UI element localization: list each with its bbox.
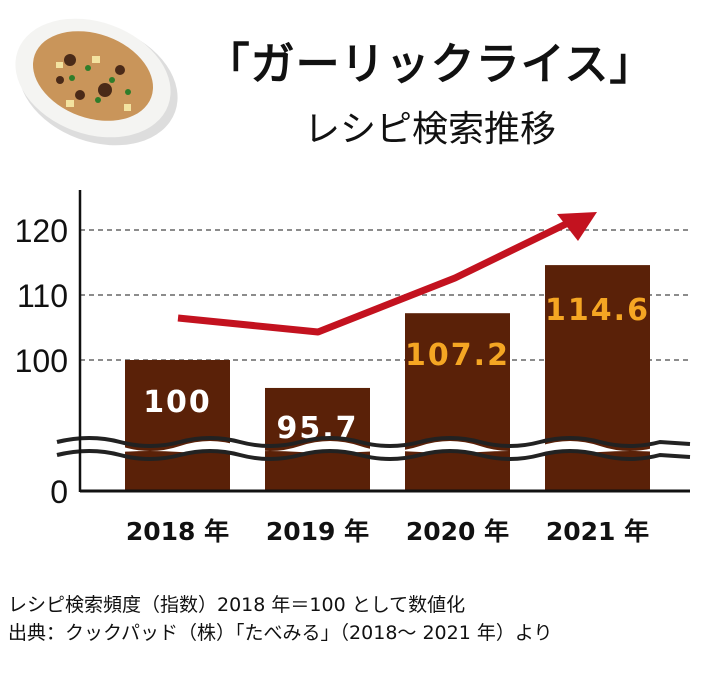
bar xyxy=(405,313,510,491)
bar-value-label: 107.2 xyxy=(405,338,510,373)
footnote-index: レシピ検索頻度（指数）2018 年＝100 として数値化 xyxy=(8,594,466,616)
bar xyxy=(125,360,230,491)
bar-value-label: 100 xyxy=(143,385,212,420)
chart-subtitle: レシピ検索推移 xyxy=(303,109,556,150)
y-tick-label: 120 xyxy=(15,213,68,249)
chart-title: 「ガーリックライス」 xyxy=(205,39,655,90)
trend-arrow-head xyxy=(557,212,597,241)
y-tick-label: 100 xyxy=(15,343,68,379)
x-tick-label: 2019 年 xyxy=(266,517,369,546)
y-tick-label: 0 xyxy=(50,474,68,510)
footnote-source: 出典：クックパッド（株）「たべみる」（2018～ 2021 年）より xyxy=(8,622,553,644)
axis-break-line xyxy=(56,449,691,461)
trend-arrow-line xyxy=(177,218,572,336)
x-tick-label: 2020 年 xyxy=(406,517,509,546)
axis-break-line xyxy=(56,436,691,448)
y-tick-label: 110 xyxy=(17,278,68,314)
garlic-rice-plate-image xyxy=(15,18,178,146)
x-tick-label: 2018 年 xyxy=(126,517,229,546)
bar-value-label: 114.6 xyxy=(545,293,650,328)
x-tick-label: 2021 年 xyxy=(546,517,649,546)
